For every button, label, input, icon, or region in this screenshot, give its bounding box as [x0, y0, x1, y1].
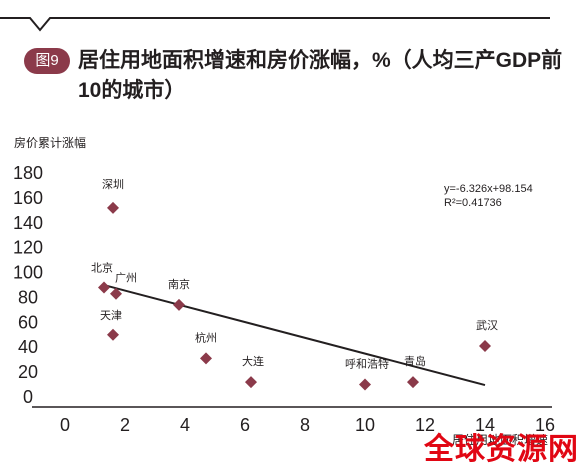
- x-tick-label: 6: [240, 415, 250, 435]
- data-point-label: 青岛: [404, 354, 426, 368]
- y-tick-label: 60: [18, 312, 38, 332]
- data-point-label: 深圳: [102, 178, 124, 191]
- x-tick-label: 8: [300, 415, 310, 435]
- trend-equation: y=-6.326x+98.154: [444, 183, 533, 195]
- data-point-label: 呼和浩特: [345, 357, 389, 371]
- data-point: [98, 281, 110, 294]
- data-point: [110, 287, 122, 300]
- y-tick-label: 100: [13, 263, 43, 283]
- x-tick-label: 4: [180, 415, 190, 435]
- data-point: [479, 339, 491, 352]
- data-point: [245, 376, 257, 389]
- y-tick-label: 20: [18, 362, 38, 382]
- chart-title: 居住用地面积增速和房价涨幅，%（人均三产GDP前10的城市）: [78, 49, 563, 102]
- data-point: [407, 376, 419, 389]
- y-tick-label: 80: [18, 287, 38, 307]
- watermark-text: 全球资源网: [424, 433, 579, 466]
- x-tick-label: 2: [120, 415, 130, 435]
- trend-r-squared: R²=0.41736: [444, 197, 502, 209]
- y-tick-label: 140: [13, 213, 43, 233]
- y-axis-label: 房价累计涨幅: [14, 136, 87, 150]
- data-point-label: 天津: [100, 309, 122, 322]
- y-tick-label: 160: [13, 188, 43, 208]
- figure-badge: 图9: [24, 48, 70, 74]
- y-tick-label: 40: [18, 337, 38, 357]
- x-tick-label: 14: [475, 415, 495, 435]
- y-tick-label: 180: [13, 163, 43, 183]
- x-tick-label: 10: [355, 415, 375, 435]
- data-point: [200, 352, 212, 365]
- data-point: [173, 298, 185, 311]
- x-tick-label: 16: [535, 415, 555, 435]
- y-tick-label: 0: [23, 387, 33, 407]
- data-point-label: 杭州: [195, 330, 217, 344]
- data-point: [359, 378, 371, 391]
- trend-line: [103, 284, 486, 387]
- data-point-label: 武汉: [476, 319, 498, 332]
- data-point-label: 广州: [115, 272, 137, 285]
- data-point: [107, 201, 119, 214]
- x-tick-label: 0: [60, 415, 70, 435]
- header-rule: [0, 17, 550, 32]
- data-point: [107, 328, 119, 341]
- y-tick-label: 120: [13, 238, 43, 258]
- data-point-label: 大连: [242, 354, 264, 368]
- data-point-label: 北京: [91, 260, 113, 274]
- data-point-label: 南京: [168, 277, 190, 291]
- x-axis-label: 居住用地面积增速: [452, 433, 548, 447]
- x-tick-label: 12: [415, 415, 435, 435]
